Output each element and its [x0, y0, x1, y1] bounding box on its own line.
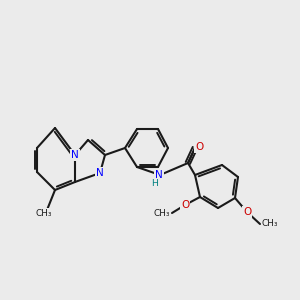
Text: N: N — [155, 170, 163, 180]
Text: O: O — [181, 200, 189, 210]
Text: CH₃: CH₃ — [154, 208, 170, 217]
Text: O: O — [195, 142, 203, 152]
Text: CH₃: CH₃ — [262, 220, 278, 229]
Text: H: H — [152, 178, 158, 188]
Text: CH₃: CH₃ — [36, 208, 52, 217]
Text: N: N — [96, 168, 104, 178]
Text: O: O — [243, 207, 251, 217]
Text: N: N — [71, 150, 79, 160]
